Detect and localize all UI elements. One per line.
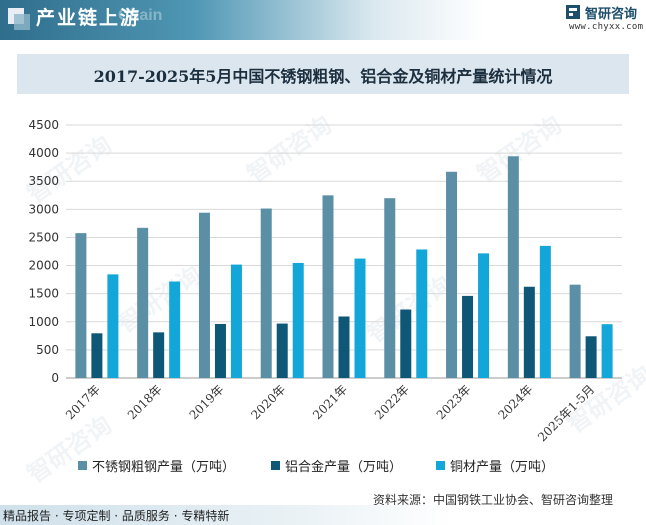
bar — [569, 284, 581, 378]
bar — [462, 295, 474, 378]
legend-swatch — [436, 461, 445, 470]
x-tick-label: 2019年 — [187, 382, 227, 422]
y-tick-label: 4500 — [28, 118, 59, 132]
x-tick-label: 2025年1-5月 — [535, 382, 597, 444]
y-tick-label: 2000 — [28, 259, 59, 273]
header-band: 产业链上游 Chain — [0, 0, 646, 40]
chart-legend: 不锈钢粗钢产量（万吨） 铝合金产量（万吨） 铜材产量（万吨） — [0, 456, 646, 476]
bar — [400, 309, 412, 378]
brand-name: 智研咨询 — [585, 7, 638, 22]
bar — [523, 286, 535, 378]
bar — [230, 264, 242, 378]
bar — [338, 316, 350, 378]
bar — [91, 333, 103, 378]
bar — [354, 258, 366, 378]
bar — [75, 233, 87, 378]
legend-swatch — [271, 461, 280, 470]
y-tick-label: 3000 — [28, 202, 59, 216]
x-tick-label: 2020年 — [248, 382, 288, 422]
bar — [276, 323, 288, 378]
data-source: 资料来源：中国钢铁工业协会、智研咨询整理 — [373, 493, 614, 507]
legend-swatch — [78, 461, 87, 470]
bar — [507, 156, 519, 378]
section-watermark: Chain — [118, 7, 163, 24]
legend-label: 不锈钢粗钢产量（万吨） — [92, 460, 236, 475]
bar — [198, 212, 210, 378]
x-tick-label: 2017年 — [63, 382, 103, 422]
bar — [107, 274, 119, 378]
footer-slogan: 精品报告 · 专项定制 · 品质服务 · 专精特新 — [3, 509, 230, 523]
legend-label: 铝合金产量（万吨） — [285, 460, 403, 475]
bar-chart: 0 500 1000 1500 2000 2500 3000 3500 4000 4500 2017… — [28, 118, 622, 444]
chart-title: 2017-2025年5月中国不锈钢粗钢、铝合金及铜材产量统计情况 — [93, 67, 553, 86]
section-title: 产业链上游 — [36, 7, 142, 29]
bar — [601, 324, 613, 378]
y-tick-label: 2500 — [28, 230, 59, 244]
brand-url: www.chyxx.com — [569, 22, 644, 32]
bar — [416, 249, 428, 378]
bar — [260, 208, 272, 378]
footer-band: 精品报告 · 专项定制 · 品质服务 · 专精特新 — [0, 505, 646, 525]
y-tick-label: 1500 — [28, 287, 59, 301]
legend-label: 铜材产量（万吨） — [450, 460, 555, 475]
x-tick-label: 2023年 — [434, 382, 474, 422]
chart-title-box: 2017-2025年5月中国不锈钢粗钢、铝合金及铜材产量统计情况 — [17, 54, 629, 94]
bar — [478, 253, 490, 378]
x-tick-label: 2022年 — [372, 382, 412, 422]
bar — [446, 171, 458, 378]
brand-logo-icon — [566, 5, 580, 19]
x-tick-label: 2018年 — [125, 382, 165, 422]
y-tick-label: 500 — [36, 343, 59, 357]
bar — [214, 323, 226, 378]
bar — [539, 245, 551, 378]
y-tick-label: 4000 — [28, 146, 59, 160]
y-tick-label: 1000 — [28, 315, 59, 329]
y-tick-label: 3500 — [28, 174, 59, 188]
bar — [169, 281, 181, 378]
bar — [322, 195, 334, 378]
bar — [292, 262, 304, 378]
header-decor-square-accent — [14, 14, 30, 30]
x-tick-label: 2024年 — [495, 382, 535, 422]
y-tick-label: 0 — [51, 371, 59, 385]
bar — [384, 198, 396, 378]
x-tick-label: 2021年 — [310, 382, 350, 422]
bar — [153, 332, 165, 378]
bar — [137, 227, 149, 378]
bar — [585, 336, 597, 378]
